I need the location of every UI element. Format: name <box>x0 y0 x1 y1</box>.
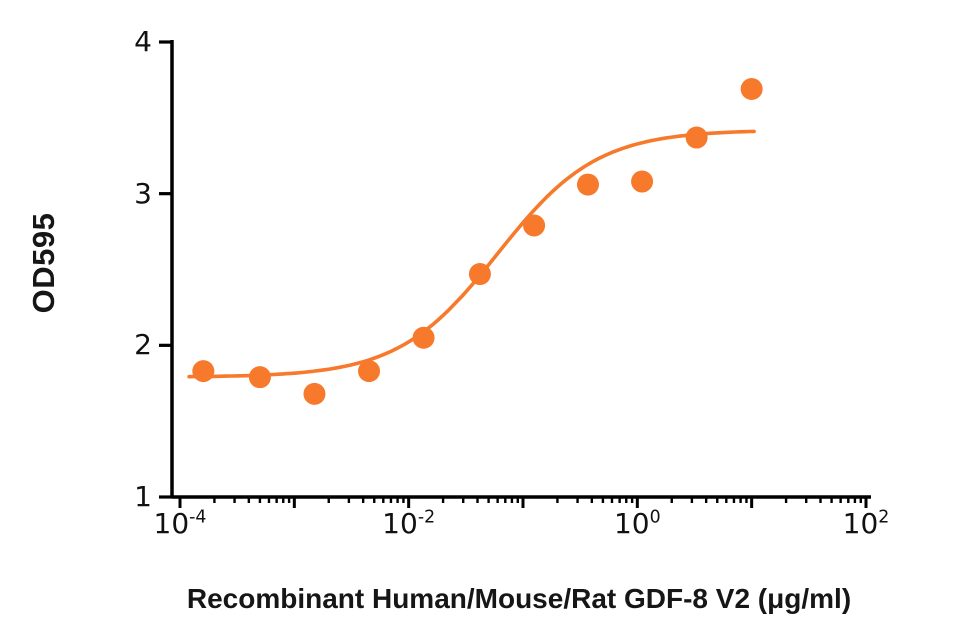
data-point <box>631 170 654 193</box>
data-point <box>523 214 546 237</box>
data-point <box>412 326 435 349</box>
x-axis-label: Recombinant Human/Mouse/Rat GDF-8 V2 (μg… <box>186 583 852 614</box>
data-point <box>192 360 215 383</box>
y-axis-label: OD595 <box>26 212 61 314</box>
data-point <box>740 78 763 101</box>
y-tick-label: 1 <box>134 479 152 513</box>
y-tick-label: 2 <box>134 328 152 362</box>
data-point <box>576 173 599 196</box>
data-point <box>248 366 271 389</box>
data-point <box>685 126 708 149</box>
y-tick-label: 4 <box>134 24 152 58</box>
data-point <box>303 382 326 405</box>
y-tick-label: 3 <box>134 176 152 210</box>
data-point <box>358 360 381 383</box>
x-tick-label: 10-2 <box>382 507 436 540</box>
x-tick-label: 100 <box>613 507 661 540</box>
data-point <box>468 263 491 286</box>
fit-curve-line <box>187 129 756 379</box>
x-tick-label: 10-4 <box>153 507 207 540</box>
x-tick-label: 102 <box>842 507 890 540</box>
